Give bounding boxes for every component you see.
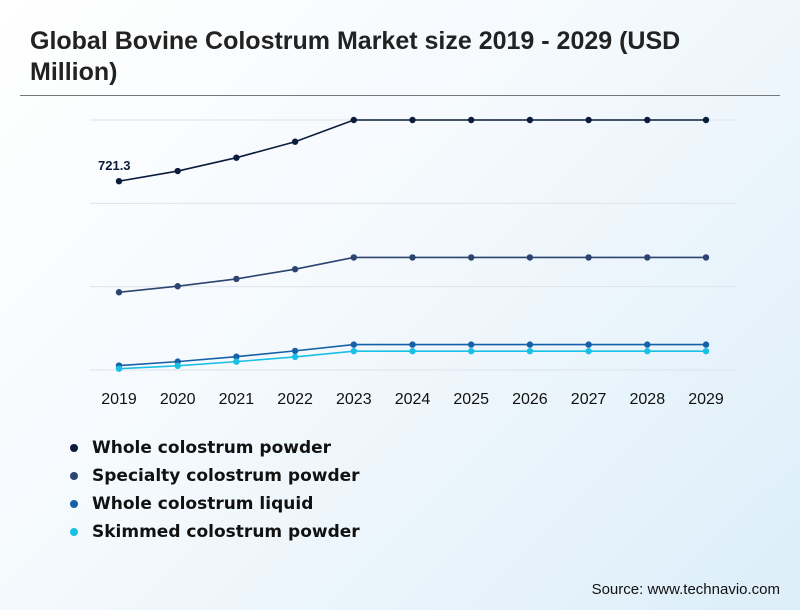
- data-point: [468, 116, 475, 124]
- x-tick-label: 2028: [630, 391, 666, 408]
- x-tick-label: 2026: [512, 391, 548, 408]
- legend-label: Whole colostrum powder: [92, 438, 332, 458]
- x-tick-label: 2020: [160, 391, 196, 408]
- legend-label: Specialty colostrum powder: [92, 466, 360, 486]
- data-point: [644, 347, 651, 355]
- data-point: [468, 341, 475, 348]
- data-point: [585, 254, 592, 261]
- line-chart: 2019 2020 2021 2022 2023 2024 2025 2026 2027 2028…: [90, 116, 735, 408]
- data-point: [526, 341, 534, 348]
- data-point: [644, 254, 651, 261]
- data-point: [644, 341, 651, 348]
- data-point: [350, 347, 357, 355]
- legend-marker-whole-colostrum-powder: [70, 444, 78, 452]
- data-point: [409, 116, 416, 124]
- legend-item-whole-colostrum-liquid: Whole colostrum liquid: [70, 490, 360, 518]
- data-point: [233, 358, 240, 365]
- data-point: [702, 347, 710, 355]
- x-tick-label: 2025: [453, 391, 489, 408]
- data-point: [644, 116, 651, 124]
- data-point: [115, 289, 123, 296]
- x-tick-label: 2027: [571, 391, 607, 408]
- data-point: [702, 254, 710, 261]
- legend-marker-specialty-colostrum-powder: [70, 472, 78, 480]
- data-point: [409, 347, 416, 355]
- data-point: [233, 353, 240, 360]
- x-tick-label: 2021: [219, 391, 255, 408]
- data-point: [233, 275, 240, 283]
- title-divider: [20, 95, 780, 96]
- x-tick-label: 2023: [336, 391, 372, 408]
- legend-item-whole-colostrum-powder: Whole colostrum powder: [70, 434, 360, 462]
- data-point: [115, 365, 123, 372]
- series-line: [118, 119, 706, 182]
- x-tick-label: 2022: [277, 391, 313, 408]
- data-point: [115, 177, 123, 185]
- data-point: [702, 116, 710, 124]
- legend-marker-whole-colostrum-liquid: [70, 500, 78, 508]
- x-tick-label: 2029: [688, 391, 724, 408]
- data-point: [350, 254, 357, 261]
- data-point: [291, 266, 299, 273]
- x-tick-label: 2019: [101, 391, 137, 408]
- data-point: [585, 347, 592, 355]
- legend-marker-skimmed-colostrum-powder: [70, 528, 78, 536]
- legend-item-specialty-colostrum-powder: Specialty colostrum powder: [70, 462, 360, 490]
- data-point: [291, 353, 299, 361]
- data-point: [350, 341, 357, 348]
- data-point: [526, 254, 534, 261]
- legend-item-skimmed-colostrum-powder: Skimmed colostrum powder: [70, 518, 360, 546]
- data-point: [702, 341, 710, 348]
- data-point: [291, 347, 299, 355]
- data-point: [409, 254, 416, 261]
- legend-label: Whole colostrum liquid: [92, 494, 314, 514]
- legend: Whole colostrum powder Specialty colostr…: [70, 434, 360, 546]
- data-label: 721.3: [98, 158, 131, 173]
- data-point: [233, 154, 240, 161]
- data-point: [585, 116, 592, 124]
- data-point: [526, 116, 534, 124]
- data-point: [468, 347, 475, 355]
- data-point: [468, 254, 475, 261]
- data-point: [526, 347, 534, 355]
- data-point: [291, 138, 299, 145]
- data-point: [174, 167, 181, 175]
- data-point: [409, 341, 416, 348]
- data-point: [585, 341, 592, 348]
- source-credit: Source: www.technavio.com: [591, 581, 780, 598]
- x-tick-label: 2024: [395, 391, 431, 408]
- legend-label: Skimmed colostrum powder: [92, 522, 360, 542]
- data-point: [174, 283, 181, 290]
- chart-title: Global Bovine Colostrum Market size 2019…: [30, 27, 681, 86]
- data-point: [350, 116, 357, 124]
- data-point: [174, 362, 181, 370]
